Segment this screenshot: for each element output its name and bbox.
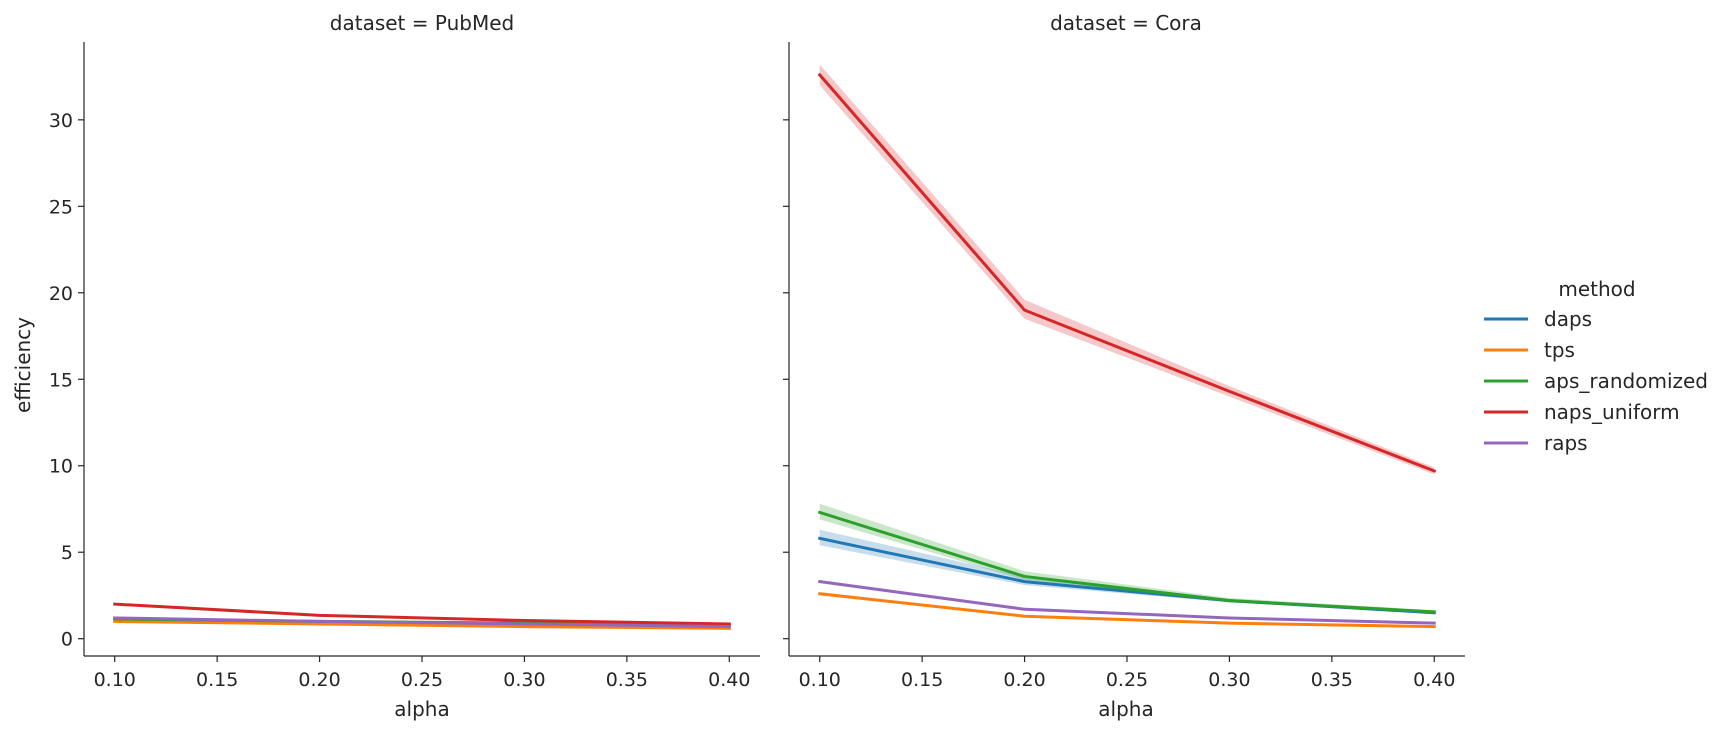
panel-title-pubmed: dataset = PubMed	[330, 11, 514, 35]
y-tick-label: 0	[61, 629, 73, 651]
series-line-aps-randomized-1	[817, 510, 1436, 614]
legend-label-raps: raps	[1544, 431, 1588, 455]
series-line-naps-uniform-0	[113, 602, 731, 626]
x-tick-label: 0.20	[1003, 669, 1045, 691]
series-line-naps-uniform-1	[817, 72, 1437, 473]
x-tick-label: 0.10	[799, 669, 841, 691]
y-tick-label: 30	[49, 110, 73, 132]
x-tick-label: 0.10	[94, 669, 136, 691]
x-tick-label: 0.30	[1208, 669, 1250, 691]
y-tick-label: 5	[61, 542, 73, 564]
series-line-tps-0	[113, 619, 731, 630]
panel-cora: dataset = Cora 0.10 0.15 0.20 0.25 0.30 0.35 0…	[783, 11, 1465, 691]
x-tick-label: 0.15	[196, 669, 238, 691]
x-tick-label: 0.40	[1413, 669, 1455, 691]
x-axis-label-pubmed: alpha	[394, 697, 449, 721]
y-axis-label: efficiency	[11, 317, 35, 413]
series-line-raps-0	[113, 616, 731, 629]
ci-band-aps-randomized-1	[819, 503, 1435, 613]
x-tick-label: 0.20	[298, 669, 340, 691]
x-tick-label: 0.35	[1311, 669, 1353, 691]
ci-band-naps-uniform-1	[819, 64, 1435, 475]
series-line-daps-1	[817, 536, 1436, 615]
x-tick-label: 0.25	[401, 669, 443, 691]
legend-label-aps-randomized: aps_randomized	[1544, 369, 1708, 393]
legend-label-daps: daps	[1544, 307, 1592, 331]
y-tick-label: 20	[49, 283, 73, 305]
x-axis-label-cora: alpha	[1098, 697, 1153, 721]
legend-label-naps-uniform: naps_uniform	[1544, 400, 1680, 424]
x-tick-label: 0.25	[1106, 669, 1148, 691]
panel-pubmed: dataset = PubMed 0 5 10 15 20 25 30 0.10 0.15 0.2…	[49, 11, 760, 691]
series-line-raps-1	[818, 579, 1436, 625]
x-tick-label: 0.40	[708, 669, 750, 691]
y-tick-label: 25	[49, 196, 73, 218]
legend-title: method	[1558, 277, 1635, 301]
legend-label-tps: tps	[1544, 338, 1575, 362]
y-tick-label: 10	[49, 456, 73, 478]
x-tick-label: 0.15	[901, 669, 943, 691]
x-tick-label: 0.35	[606, 669, 648, 691]
legend: method daps tps aps_randomized naps_uniform…	[1484, 277, 1708, 455]
x-tick-label: 0.30	[503, 669, 545, 691]
y-tick-label: 15	[49, 369, 73, 391]
panel-title-cora: dataset = Cora	[1050, 11, 1202, 35]
series-line-tps-1	[818, 592, 1436, 629]
